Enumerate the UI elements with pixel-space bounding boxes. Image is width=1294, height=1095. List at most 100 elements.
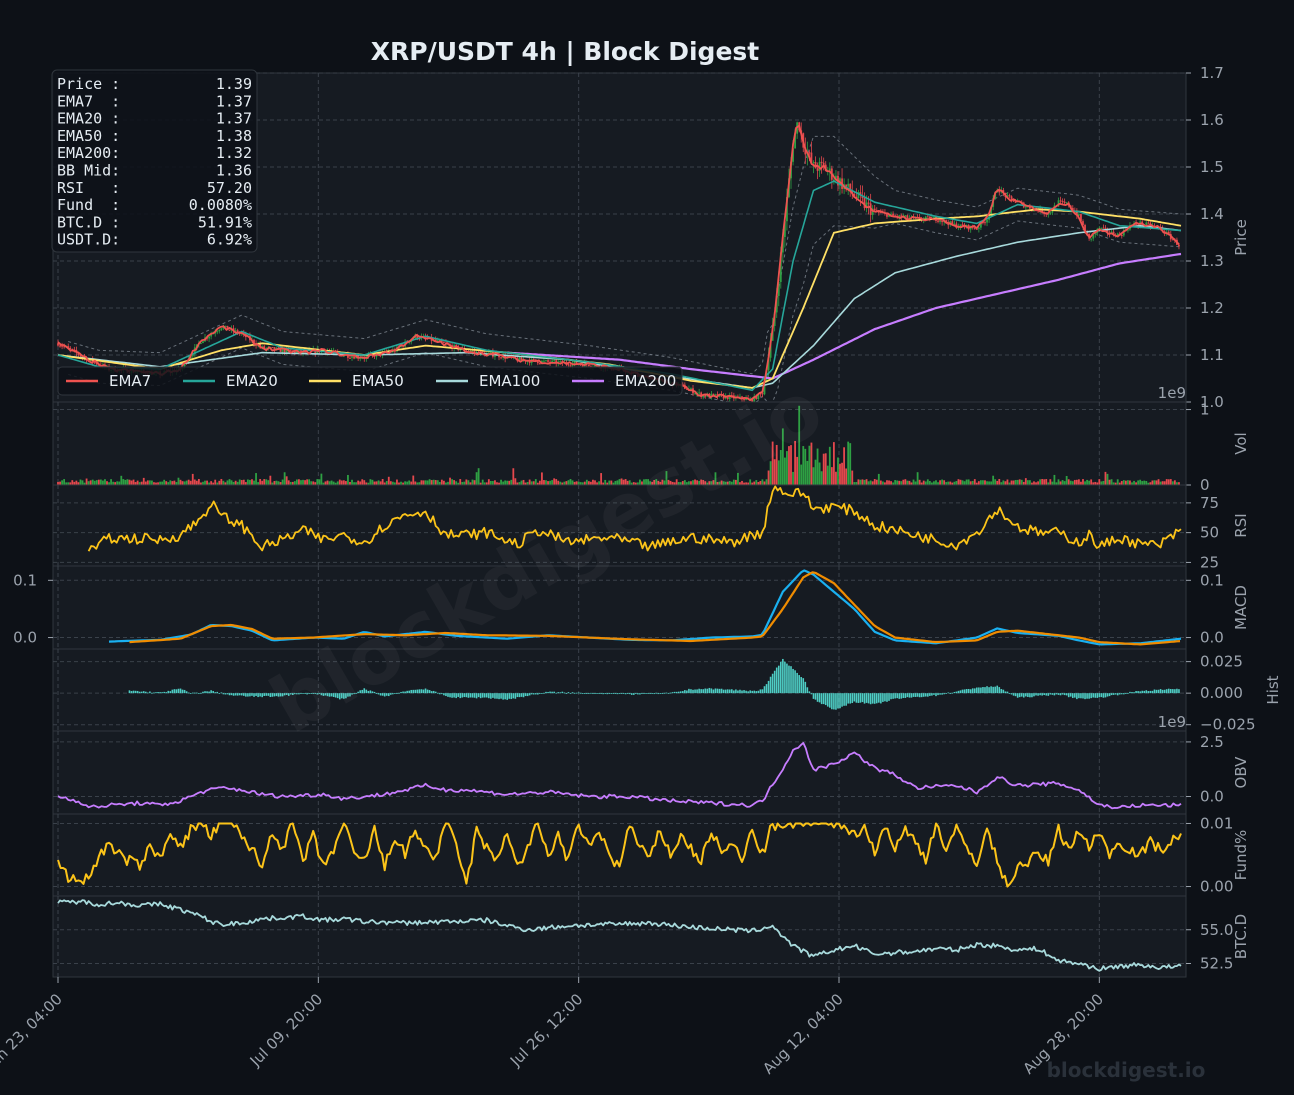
hist-bar [1074,693,1076,698]
volume-bar [514,478,517,485]
info-value: 57.20 [207,179,252,197]
hist-bar [273,693,276,697]
volume-bar [175,482,178,485]
hist-bar [181,689,184,694]
volume-bar [277,481,280,485]
hist-bar [757,690,760,694]
hist-bar [649,693,651,694]
hist-bar [718,688,721,694]
candle-body [1106,228,1109,233]
volume-bar [108,482,110,485]
candle-body [777,281,780,296]
hist-bar [169,691,172,694]
volume-bar [867,481,870,485]
hist-bar [253,693,255,697]
volume-bar [83,482,86,485]
candle-body [200,343,202,345]
candle-body [273,347,276,350]
volume-bar [483,482,486,485]
hist-bar [459,693,462,699]
ema200-line [507,252,1182,380]
volume-bars [57,405,1180,485]
volume-bar [285,476,288,485]
volume-bar [792,471,794,485]
candle-body [347,354,349,358]
hist-bar [224,693,227,695]
hist-bar [326,693,329,697]
volume-bar [1139,479,1142,485]
candle-body [808,152,811,154]
info-value: 0.0080% [189,196,252,214]
candle-body [888,214,890,217]
candle-body [575,361,578,365]
hist-bar [657,693,660,695]
hist-bar [569,692,572,694]
hist-bar [780,661,782,694]
volume-bar [355,482,358,485]
volume-bar [443,480,445,485]
volume-bar [1153,480,1156,485]
candle-body [1061,200,1064,202]
volume-bar [935,480,937,485]
volume-bar [291,481,294,485]
hist-bar [155,692,157,694]
volume-bar [953,481,956,485]
volume-bar [555,479,558,485]
hist-bar [679,691,682,694]
candle-body [543,360,545,362]
hist-bar [722,689,725,694]
volume-bar [132,479,135,485]
hist-bar [373,691,376,694]
hist-bar [616,693,619,695]
hist-bar [959,690,962,694]
volume-bar [632,482,635,485]
volume-bar [990,481,993,485]
volume-bar [302,479,304,485]
macd_panel: 0.0 0.0 0.1 0.1 MACD [13,565,1250,650]
hist-bar [724,689,727,694]
candle-body [859,192,862,196]
hist-bar [496,693,498,699]
hist-bar [755,691,758,694]
hist-bar [1116,693,1119,696]
volume-bar [438,481,441,485]
hist-bar [906,693,909,698]
volume-bar [565,481,568,485]
volume-bar [884,482,886,485]
volume-bar [830,467,833,485]
hist-bar [594,693,596,694]
volume-bar [569,478,572,485]
candle-body [694,393,696,395]
volume-bar [1020,479,1023,485]
hist-bar [949,693,952,694]
candle-body [1102,227,1105,229]
hist-bar [918,693,921,698]
hist-bar [988,687,990,694]
volume-bar [900,481,903,485]
hist-bar [343,693,345,699]
volume-bar [367,482,370,485]
volume-bar [984,480,986,485]
hist-bar [953,691,956,694]
hist-bar [390,693,392,695]
volume-bar [745,482,747,485]
hist-bar [802,678,805,694]
candle-body [587,364,590,367]
candle-body [890,213,892,215]
rsi-line [87,485,1182,552]
volume-bar [710,481,713,485]
volume-bar [1039,479,1042,485]
candle-body [238,333,241,335]
hist-bar [712,689,715,694]
volume-bar [802,446,805,485]
hist-bar [777,665,780,694]
hist-bar [163,691,165,694]
hist-bar [553,691,555,694]
hist-bar [557,692,560,694]
hist-bar [1006,691,1009,694]
volume-bar [261,480,264,485]
volume-bar [148,480,151,485]
hist-bar [402,691,404,694]
volume-bar [1018,479,1021,485]
hist-bar [267,693,270,696]
